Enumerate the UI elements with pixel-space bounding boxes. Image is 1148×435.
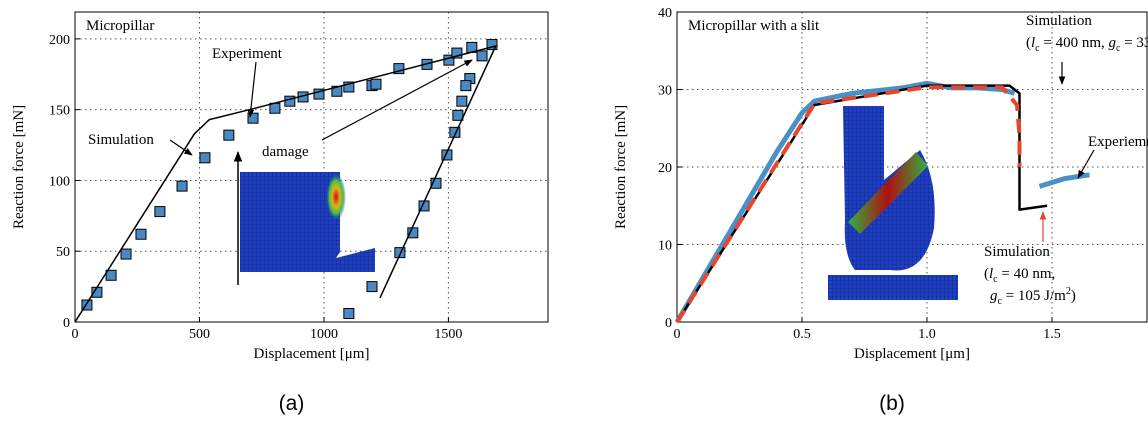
annotation-arrows <box>169 59 1095 242</box>
y-tick-label: 200 <box>49 33 70 48</box>
y-tick-label: 40 <box>658 6 672 21</box>
x-tick-label: 1.0 <box>918 327 936 342</box>
inset-image <box>233 150 375 285</box>
data-line <box>74 45 497 323</box>
data-line <box>675 85 1022 324</box>
y-tick-label: 0 <box>63 316 70 331</box>
annotation: Simulation <box>984 244 1050 260</box>
inset-image <box>828 106 958 300</box>
annotation: Micropillar with a slit <box>688 18 820 34</box>
data-point <box>394 247 406 259</box>
y-tick-label: 100 <box>49 174 70 189</box>
data-point <box>105 269 117 281</box>
data-point <box>430 177 442 189</box>
chart-panel: 0 50 100 150 200 0 500 1000 1500 Displacement [μm… <box>11 11 549 415</box>
y-axis-label: Reaction force [mN] <box>11 105 27 229</box>
data-point <box>313 88 325 100</box>
x-tick-label: 1.5 <box>1043 327 1061 342</box>
y-tick-label: 0 <box>665 316 672 331</box>
caption: (b) <box>879 392 905 415</box>
annotation: Experiemnts <box>1088 134 1148 150</box>
data-point <box>451 47 463 59</box>
x-tick-label: 0.5 <box>793 327 811 342</box>
data-point <box>135 228 147 240</box>
annotation: (lc = 400 nm, gc = 330 J/m2) <box>1026 33 1148 54</box>
data-point <box>366 281 378 293</box>
y-tick-label: 10 <box>658 239 672 254</box>
data-point <box>476 50 488 62</box>
data-point <box>154 206 166 218</box>
data-point <box>393 63 405 75</box>
y-tick-label: 50 <box>56 245 70 260</box>
x-tick-label: 1000 <box>310 327 338 342</box>
x-axis-label: Displacement [μm] <box>254 346 370 362</box>
annotation: (lc = 40 nm, <box>984 266 1055 285</box>
data-point <box>452 109 464 121</box>
data-point <box>343 308 355 320</box>
data-point <box>460 80 472 92</box>
data-line <box>675 84 1048 323</box>
annotation: Simulation <box>1026 13 1092 29</box>
annotation: damage <box>262 144 309 160</box>
y-tick-label: 30 <box>658 84 672 99</box>
annotation: Micropillar <box>86 18 154 34</box>
plot-frame <box>74 11 549 323</box>
data-point <box>486 39 498 51</box>
y-axis-label: Reaction force [mN] <box>613 105 629 229</box>
data-point <box>343 81 355 93</box>
y-tick-label: 150 <box>49 104 70 119</box>
data-point <box>199 152 211 164</box>
data-point <box>81 299 93 311</box>
plot-frame <box>676 11 1148 323</box>
caption: (a) <box>279 392 305 415</box>
data-point <box>331 85 343 97</box>
y-tick-label: 20 <box>658 161 672 176</box>
data-point <box>223 129 235 141</box>
data-point <box>247 112 259 124</box>
x-axis-label: Displacement [μm] <box>854 346 970 362</box>
data-point <box>120 248 132 260</box>
x-tick-label: 0 <box>674 327 681 342</box>
x-tick-label: 500 <box>189 327 210 342</box>
x-tick-label: 1500 <box>434 327 462 342</box>
data-point <box>456 95 468 107</box>
annotation: gc = 105 J/m2) <box>990 286 1076 307</box>
annotation: Simulation <box>88 132 154 148</box>
x-tick-label: 0 <box>72 327 79 342</box>
data-point <box>370 78 382 90</box>
data-point <box>449 126 461 138</box>
data-point <box>176 180 188 192</box>
data-point <box>441 149 453 161</box>
annotation: Experiment <box>212 46 283 62</box>
